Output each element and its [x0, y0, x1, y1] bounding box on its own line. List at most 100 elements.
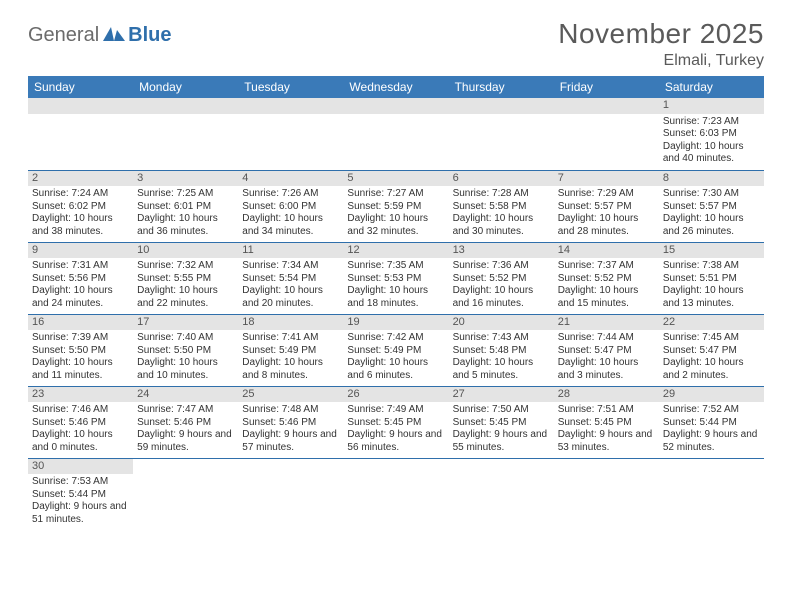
sunrise-text: Sunrise: 7:26 AM: [242, 188, 339, 201]
weekday-header: Sunday: [28, 76, 133, 98]
daylight-text: Daylight: 9 hours and 52 minutes.: [663, 429, 760, 454]
sunrise-text: Sunrise: 7:43 AM: [453, 332, 550, 345]
day-number: 13: [449, 243, 554, 259]
calendar-cell: 9Sunrise: 7:31 AMSunset: 5:56 PMDaylight…: [28, 242, 133, 314]
day-number: 20: [449, 315, 554, 331]
daylight-text: Daylight: 10 hours and 22 minutes.: [137, 285, 234, 310]
weekday-header: Saturday: [659, 76, 764, 98]
sunrise-text: Sunrise: 7:42 AM: [347, 332, 444, 345]
day-details: Sunrise: 7:38 AMSunset: 5:51 PMDaylight:…: [659, 258, 764, 313]
day-number: 27: [449, 387, 554, 403]
sunrise-text: Sunrise: 7:30 AM: [663, 188, 760, 201]
day-details: Sunrise: 7:39 AMSunset: 5:50 PMDaylight:…: [28, 330, 133, 385]
day-number: 19: [343, 315, 448, 331]
day-details: Sunrise: 7:24 AMSunset: 6:02 PMDaylight:…: [28, 186, 133, 241]
calendar-cell: 23Sunrise: 7:46 AMSunset: 5:46 PMDayligh…: [28, 386, 133, 458]
sunset-text: Sunset: 5:57 PM: [558, 201, 655, 214]
day-number: 9: [28, 243, 133, 259]
sunset-text: Sunset: 5:53 PM: [347, 273, 444, 286]
brand-general: General: [28, 24, 99, 47]
sunset-text: Sunset: 5:44 PM: [663, 417, 760, 430]
sunset-text: Sunset: 5:56 PM: [32, 273, 129, 286]
day-number: 6: [449, 171, 554, 187]
calendar-row: 16Sunrise: 7:39 AMSunset: 5:50 PMDayligh…: [28, 314, 764, 386]
sunset-text: Sunset: 5:49 PM: [242, 345, 339, 358]
sunrise-text: Sunrise: 7:41 AM: [242, 332, 339, 345]
sunrise-text: Sunrise: 7:49 AM: [347, 404, 444, 417]
sunrise-text: Sunrise: 7:38 AM: [663, 260, 760, 273]
day-details: Sunrise: 7:36 AMSunset: 5:52 PMDaylight:…: [449, 258, 554, 313]
day-details: Sunrise: 7:52 AMSunset: 5:44 PMDaylight:…: [659, 402, 764, 457]
day-details: Sunrise: 7:25 AMSunset: 6:01 PMDaylight:…: [133, 186, 238, 241]
sunrise-text: Sunrise: 7:37 AM: [558, 260, 655, 273]
day-number: 8: [659, 171, 764, 187]
day-details: Sunrise: 7:49 AMSunset: 5:45 PMDaylight:…: [343, 402, 448, 457]
weekday-header: Friday: [554, 76, 659, 98]
calendar-cell: [554, 458, 659, 530]
calendar-row: 23Sunrise: 7:46 AMSunset: 5:46 PMDayligh…: [28, 386, 764, 458]
sunrise-text: Sunrise: 7:35 AM: [347, 260, 444, 273]
day-number: 28: [554, 387, 659, 403]
sunrise-text: Sunrise: 7:52 AM: [663, 404, 760, 417]
calendar-cell: [238, 98, 343, 170]
day-details: Sunrise: 7:35 AMSunset: 5:53 PMDaylight:…: [343, 258, 448, 313]
day-details: Sunrise: 7:48 AMSunset: 5:46 PMDaylight:…: [238, 402, 343, 457]
daylight-text: Daylight: 10 hours and 20 minutes.: [242, 285, 339, 310]
day-details: Sunrise: 7:42 AMSunset: 5:49 PMDaylight:…: [343, 330, 448, 385]
calendar-row: 2Sunrise: 7:24 AMSunset: 6:02 PMDaylight…: [28, 170, 764, 242]
daylight-text: Daylight: 10 hours and 5 minutes.: [453, 357, 550, 382]
sunrise-text: Sunrise: 7:40 AM: [137, 332, 234, 345]
sunrise-text: Sunrise: 7:48 AM: [242, 404, 339, 417]
calendar-cell: 30Sunrise: 7:53 AMSunset: 5:44 PMDayligh…: [28, 458, 133, 530]
sunset-text: Sunset: 5:45 PM: [347, 417, 444, 430]
daylight-text: Daylight: 9 hours and 55 minutes.: [453, 429, 550, 454]
daylight-text: Daylight: 10 hours and 34 minutes.: [242, 213, 339, 238]
flag-icon: [103, 25, 125, 46]
day-number-bar: [238, 98, 343, 114]
daylight-text: Daylight: 9 hours and 56 minutes.: [347, 429, 444, 454]
sunset-text: Sunset: 5:46 PM: [32, 417, 129, 430]
sunset-text: Sunset: 5:50 PM: [137, 345, 234, 358]
weekday-header: Tuesday: [238, 76, 343, 98]
weekday-header: Monday: [133, 76, 238, 98]
day-details: Sunrise: 7:30 AMSunset: 5:57 PMDaylight:…: [659, 186, 764, 241]
day-number: 23: [28, 387, 133, 403]
sunrise-text: Sunrise: 7:34 AM: [242, 260, 339, 273]
day-number: 29: [659, 387, 764, 403]
sunrise-text: Sunrise: 7:53 AM: [32, 476, 129, 489]
day-number: 24: [133, 387, 238, 403]
day-details: Sunrise: 7:27 AMSunset: 5:59 PMDaylight:…: [343, 186, 448, 241]
day-number: 14: [554, 243, 659, 259]
calendar-cell: 24Sunrise: 7:47 AMSunset: 5:46 PMDayligh…: [133, 386, 238, 458]
weekday-header: Thursday: [449, 76, 554, 98]
daylight-text: Daylight: 10 hours and 3 minutes.: [558, 357, 655, 382]
day-details: Sunrise: 7:44 AMSunset: 5:47 PMDaylight:…: [554, 330, 659, 385]
day-number: 26: [343, 387, 448, 403]
sunset-text: Sunset: 5:45 PM: [558, 417, 655, 430]
calendar-cell: 16Sunrise: 7:39 AMSunset: 5:50 PMDayligh…: [28, 314, 133, 386]
day-details: Sunrise: 7:31 AMSunset: 5:56 PMDaylight:…: [28, 258, 133, 313]
calendar-cell: 7Sunrise: 7:29 AMSunset: 5:57 PMDaylight…: [554, 170, 659, 242]
day-number: 4: [238, 171, 343, 187]
sunset-text: Sunset: 5:55 PM: [137, 273, 234, 286]
day-number: 16: [28, 315, 133, 331]
day-number: 5: [343, 171, 448, 187]
sunset-text: Sunset: 5:51 PM: [663, 273, 760, 286]
day-details: Sunrise: 7:47 AMSunset: 5:46 PMDaylight:…: [133, 402, 238, 457]
sunset-text: Sunset: 6:03 PM: [663, 128, 760, 141]
calendar-cell: 15Sunrise: 7:38 AMSunset: 5:51 PMDayligh…: [659, 242, 764, 314]
day-number: 7: [554, 171, 659, 187]
sunset-text: Sunset: 6:01 PM: [137, 201, 234, 214]
day-number: 15: [659, 243, 764, 259]
day-details: Sunrise: 7:32 AMSunset: 5:55 PMDaylight:…: [133, 258, 238, 313]
sunset-text: Sunset: 5:47 PM: [558, 345, 655, 358]
sunset-text: Sunset: 5:49 PM: [347, 345, 444, 358]
daylight-text: Daylight: 10 hours and 28 minutes.: [558, 213, 655, 238]
sunrise-text: Sunrise: 7:36 AM: [453, 260, 550, 273]
daylight-text: Daylight: 9 hours and 57 minutes.: [242, 429, 339, 454]
calendar-cell: 21Sunrise: 7:44 AMSunset: 5:47 PMDayligh…: [554, 314, 659, 386]
calendar-cell: [554, 98, 659, 170]
daylight-text: Daylight: 10 hours and 36 minutes.: [137, 213, 234, 238]
sunrise-text: Sunrise: 7:39 AM: [32, 332, 129, 345]
header: General Blue November 2025 Elmali, Turke…: [28, 18, 764, 70]
